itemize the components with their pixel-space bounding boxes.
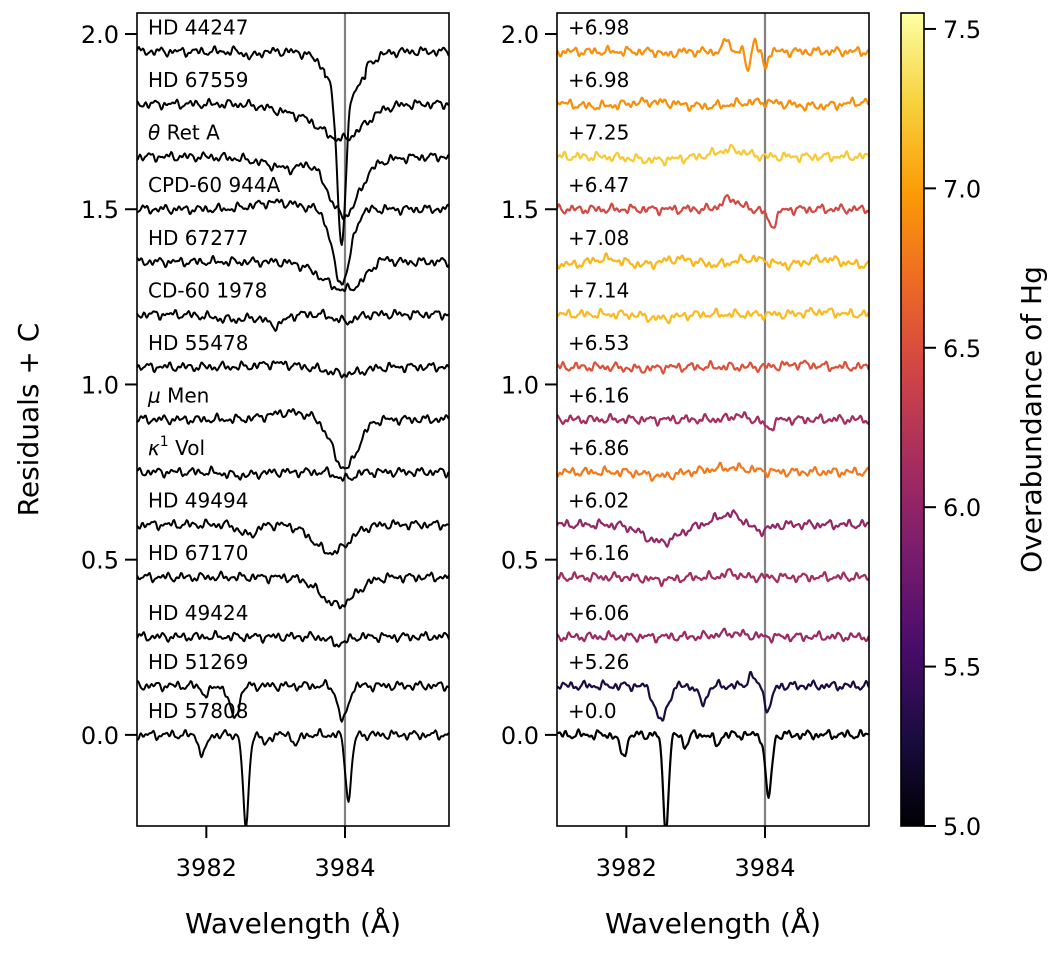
series-label-7: +6.16 xyxy=(568,384,629,408)
colorbar-tick-label: 6.5 xyxy=(943,335,981,363)
series-line-3 xyxy=(137,198,449,286)
series-label-4: +7.08 xyxy=(568,226,629,250)
y-tick-label: 1.5 xyxy=(501,196,539,224)
series-label-0: HD 44247 xyxy=(148,16,248,40)
series-label-2: θ Ret A xyxy=(148,121,220,145)
x-tick-label: 3982 xyxy=(176,854,237,882)
series-line-2 xyxy=(137,151,449,221)
series-line-9 xyxy=(137,518,449,556)
plot-frame xyxy=(136,12,450,827)
y-tick-label: 1.5 xyxy=(81,196,119,224)
colorbar-frame xyxy=(900,12,925,827)
series-line-13 xyxy=(137,728,449,826)
colorbar-tick-label: 7.5 xyxy=(943,16,981,44)
series-label-1: HD 67559 xyxy=(148,68,248,92)
y-tick-label: 0.0 xyxy=(501,722,539,750)
series-line-3 xyxy=(557,194,869,229)
series-label-11: +6.06 xyxy=(568,601,629,625)
y-tick-label: 1.0 xyxy=(501,371,539,399)
series-line-5 xyxy=(137,308,449,332)
left-panel: HD 44247 HD 67559 θ Ret A CPD-60 944A HD 672… xyxy=(12,12,450,940)
y-tick-label: 0.5 xyxy=(81,547,119,575)
series-label-12: HD 51269 xyxy=(148,650,248,674)
plot-frame xyxy=(556,12,870,827)
right-panel: +6.98 +6.98 +7.25 +6.47 +7.08 +7.14 +6.53 +6.16… xyxy=(501,12,870,940)
series-line-6 xyxy=(137,360,449,379)
series-line-10 xyxy=(137,570,449,610)
x-axis-label: Wavelength (Å) xyxy=(185,906,401,940)
series-line-6 xyxy=(557,359,869,375)
series-line-8 xyxy=(137,465,449,482)
x-axis-label: Wavelength (Å) xyxy=(605,906,821,940)
y-tick-label: 1.0 xyxy=(81,371,119,399)
y-tick-label: 2.0 xyxy=(81,21,119,49)
colorbar-gradient xyxy=(901,13,924,826)
series-label-6: HD 55478 xyxy=(148,331,248,355)
series-line-1 xyxy=(137,97,449,143)
series-label-13: +0.0 xyxy=(568,699,617,723)
series-line-11 xyxy=(137,630,449,648)
series-label-6: +6.53 xyxy=(568,331,629,355)
colorbar-tick-label: 6.0 xyxy=(943,494,981,522)
series-label-10: +6.16 xyxy=(568,541,629,565)
series-label-5: +7.14 xyxy=(568,278,629,302)
y-tick-label: 2.0 xyxy=(501,21,539,49)
series-line-11 xyxy=(557,627,869,644)
series-label-5: CD-60 1978 xyxy=(148,278,267,302)
series-label-13: HD 57808 xyxy=(148,699,248,723)
series-line-8 xyxy=(557,461,869,482)
series-line-4 xyxy=(137,254,449,293)
y-tick-label: 0.5 xyxy=(501,547,539,575)
series-line-12 xyxy=(557,670,869,722)
series-label-10: HD 67170 xyxy=(148,541,248,565)
series-label-9: HD 49494 xyxy=(148,489,248,513)
series-line-1 xyxy=(557,96,869,112)
series-label-8: +6.86 xyxy=(568,436,629,460)
series-line-9 xyxy=(557,509,869,548)
y-tick-label: 0.0 xyxy=(81,722,119,750)
x-tick-label: 3984 xyxy=(314,854,375,882)
series-label-4: HD 67277 xyxy=(148,226,248,250)
series-label-2: +7.25 xyxy=(568,121,629,145)
series-label-8: κ1 Vol xyxy=(148,434,205,460)
series-label-12: +5.26 xyxy=(568,650,629,674)
series-line-13 xyxy=(557,728,869,826)
series-label-0: +6.98 xyxy=(568,16,629,40)
series-line-7 xyxy=(137,408,449,470)
series-line-5 xyxy=(557,306,869,325)
colorbar: 5.0 5.5 6.0 6.5 7.0 7.5 Overabundance of Hg xyxy=(900,12,1048,841)
series-label-7: μ Men xyxy=(147,384,209,408)
series-label-9: +6.02 xyxy=(568,489,629,513)
y-axis-label: Residuals + C xyxy=(12,323,45,517)
series-line-10 xyxy=(557,568,869,588)
x-tick-label: 3984 xyxy=(734,854,795,882)
series-label-3: +6.47 xyxy=(568,173,629,197)
series-label-11: HD 49424 xyxy=(148,601,248,625)
series-line-7 xyxy=(557,411,869,432)
colorbar-label: Overabundance of Hg xyxy=(1015,266,1048,573)
series-label-1: +6.98 xyxy=(568,68,629,92)
colorbar-tick-label: 7.0 xyxy=(943,175,981,203)
colorbar-tick-label: 5.5 xyxy=(943,654,981,682)
series-line-2 xyxy=(557,143,869,167)
series-line-12 xyxy=(137,679,449,723)
colorbar-tick-label: 5.0 xyxy=(943,813,981,841)
series-line-0 xyxy=(557,37,869,72)
series-line-4 xyxy=(557,252,869,272)
x-tick-label: 3982 xyxy=(596,854,657,882)
series-label-3: CPD-60 944A xyxy=(148,173,281,197)
series-line-0 xyxy=(137,45,449,247)
